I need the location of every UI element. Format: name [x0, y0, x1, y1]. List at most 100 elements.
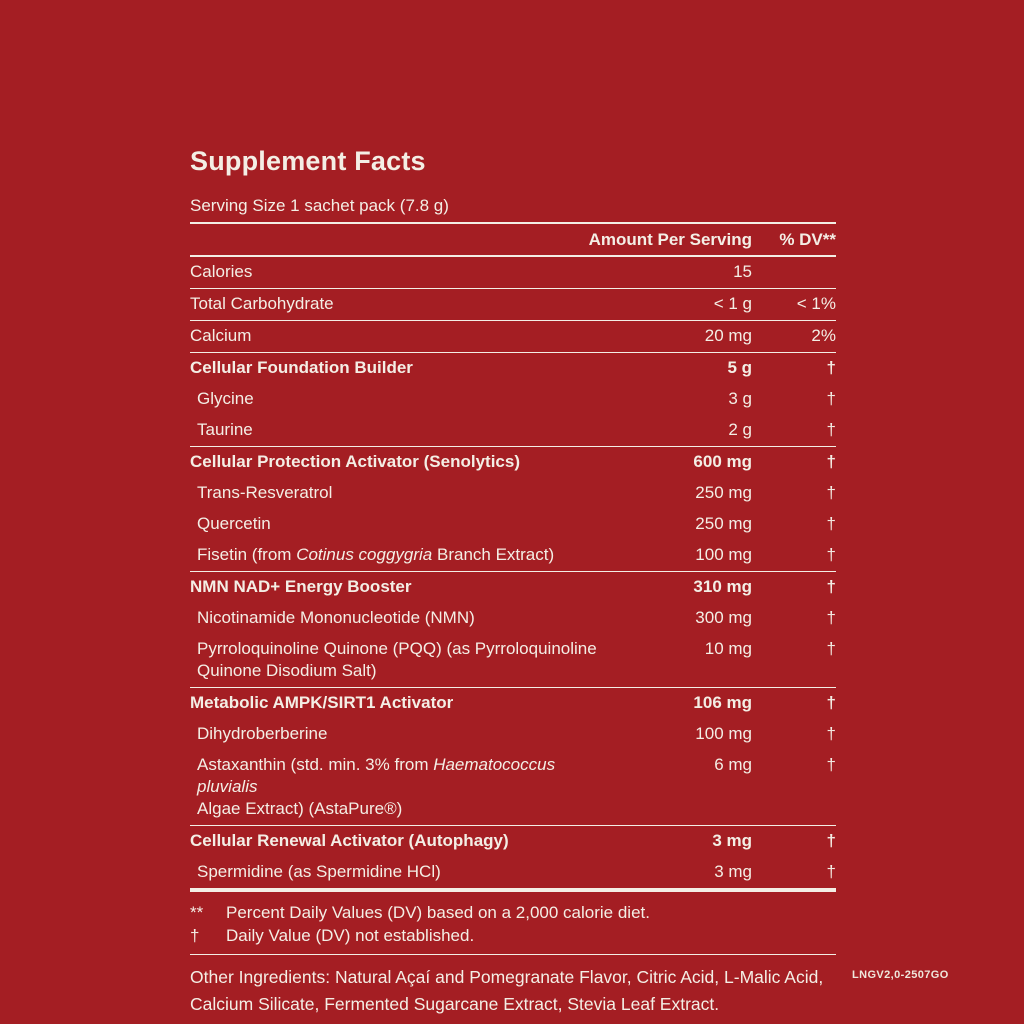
amount-value: 3 mg — [712, 831, 752, 850]
ingredient-name: Dihydroberberine — [190, 723, 612, 745]
table-row: Total Carbohydrate < 1 g < 1% — [190, 289, 836, 321]
ingredient-name: Cellular Protection Activator (Senolytic… — [190, 451, 612, 473]
amount-value: 5 g — [727, 358, 752, 377]
dv-value: † — [826, 577, 836, 596]
amount-value: 10 mg — [704, 639, 752, 658]
supplement-facts-panel: Supplement Facts Serving Size 1 sachet p… — [190, 146, 836, 1018]
amount-value: 100 mg — [695, 724, 752, 743]
dv-value: 2% — [811, 326, 836, 345]
dv-value: < 1% — [796, 294, 836, 313]
dv-value: † — [826, 755, 836, 774]
ingredient-name-segment: Trans-Resveratrol — [197, 483, 333, 502]
ingredient-name: NMN NAD+ Energy Booster — [190, 576, 612, 598]
table-header-row: Amount Per Serving % DV** — [190, 224, 836, 257]
table-row: Fisetin (from Cotinus coggygria Branch E… — [190, 540, 836, 572]
ingredient-name: Taurine — [190, 419, 612, 441]
ingredient-name: Trans-Resveratrol — [190, 482, 612, 504]
amount-value: 6 mg — [714, 755, 752, 774]
ingredient-name-segment: Calories — [190, 262, 253, 281]
footnote-text: Percent Daily Values (DV) based on a 2,0… — [226, 903, 650, 922]
footnote-row: † Daily Value (DV) not established. — [190, 924, 836, 947]
amount-value: 15 — [733, 262, 752, 281]
table-row: Trans-Resveratrol 250 mg † — [190, 478, 836, 509]
ingredient-name-segment: Dihydroberberine — [197, 724, 328, 743]
dv-value: † — [826, 831, 836, 850]
table-row: Metabolic AMPK/SIRT1 Activator 106 mg † — [190, 688, 836, 719]
supplement-table-rows: Calories 15 Total Carbohydrate < 1 g < 1% Cal… — [190, 257, 836, 892]
ingredient-name: Cellular Renewal Activator (Autophagy) — [190, 830, 612, 852]
footnote-symbol: ** — [190, 903, 204, 922]
amount-value: 250 mg — [695, 514, 752, 533]
dv-value: † — [826, 693, 836, 712]
ingredient-name: Quercetin — [190, 513, 612, 535]
table-row: Calories 15 — [190, 257, 836, 289]
ingredient-name: Calories — [190, 261, 612, 283]
ingredient-name: Glycine — [190, 388, 612, 410]
ingredient-name-segment: Quinone Disodium Salt) — [197, 661, 377, 680]
amount-value: 250 mg — [695, 483, 752, 502]
amount-value: 300 mg — [695, 608, 752, 627]
dv-value: † — [826, 389, 836, 408]
table-row: Quercetin 250 mg † — [190, 509, 836, 540]
ingredient-name-segment: Cellular Renewal Activator (Autophagy) — [190, 831, 509, 850]
table-row: Glycine 3 g † — [190, 384, 836, 415]
table-row: Nicotinamide Mononucleotide (NMN) 300 mg † — [190, 603, 836, 634]
dv-value: † — [826, 483, 836, 502]
ingredient-name: Calcium — [190, 325, 612, 347]
dv-value: † — [826, 420, 836, 439]
dv-value: † — [826, 358, 836, 377]
ingredient-name: Cellular Foundation Builder — [190, 357, 612, 379]
amount-value: < 1 g — [713, 294, 752, 313]
footnote-row: ** Percent Daily Values (DV) based on a 2… — [190, 901, 836, 924]
ingredient-name-segment: Calcium — [190, 326, 252, 345]
table-row: Cellular Renewal Activator (Autophagy) 3 … — [190, 826, 836, 857]
dv-value: † — [826, 639, 836, 658]
ingredient-name-segment: Nicotinamide Mononucleotide (NMN) — [197, 608, 475, 627]
amount-value: 106 mg — [693, 693, 752, 712]
ingredient-name: Total Carbohydrate — [190, 293, 612, 315]
table-row: Cellular Protection Activator (Senolytic… — [190, 447, 836, 478]
footnotes-block: ** Percent Daily Values (DV) based on a 2… — [190, 901, 836, 955]
amount-value: 3 g — [728, 389, 752, 408]
ingredient-name-segment: Cellular Foundation Builder — [190, 358, 413, 377]
ingredient-name-segment: Branch Extract) — [432, 545, 555, 564]
ingredient-name-segment: Astaxanthin (std. min. 3% from — [197, 755, 434, 774]
amount-per-serving-header: Amount Per Serving — [588, 230, 752, 249]
serving-size-text: Serving Size 1 sachet pack (7.8 g) — [190, 196, 836, 224]
ingredient-name-segment: Total Carbohydrate — [190, 294, 334, 313]
ingredient-name: Spermidine (as Spermidine HCl) — [190, 861, 612, 883]
ingredient-name-italic-segment: Haematococcus pluvialis — [197, 755, 556, 796]
dv-value: † — [826, 452, 836, 471]
ingredient-name-segment: Cellular Protection Activator (Senolytic… — [190, 452, 520, 471]
ingredient-name: Pyrroloquinoline Quinone (PQQ) (as Pyrro… — [190, 638, 612, 682]
table-row: Astaxanthin (std. min. 3% from Haematoco… — [190, 750, 836, 826]
amount-value: 2 g — [728, 420, 752, 439]
other-ingredients-text: Other Ingredients: Natural Açaí and Pome… — [190, 967, 824, 1014]
amount-value: 310 mg — [693, 577, 752, 596]
ingredient-name-segment: Pyrroloquinoline Quinone (PQQ) (as Pyrro… — [197, 639, 597, 658]
ingredient-name-segment: Glycine — [197, 389, 254, 408]
product-code-text: LNGV2,0-2507GO — [852, 969, 949, 981]
ingredient-name: Metabolic AMPK/SIRT1 Activator — [190, 692, 612, 714]
amount-value: 3 mg — [714, 862, 752, 881]
table-row: Spermidine (as Spermidine HCl) 3 mg † — [190, 857, 836, 892]
footnote-text: Daily Value (DV) not established. — [226, 926, 475, 945]
table-row: Calcium 20 mg 2% — [190, 321, 836, 353]
ingredient-name-segment: Algae Extract) (AstaPure®) — [197, 799, 403, 818]
table-row: Dihydroberberine 100 mg † — [190, 719, 836, 750]
dv-value: † — [826, 608, 836, 627]
table-row: NMN NAD+ Energy Booster 310 mg † — [190, 572, 836, 603]
amount-value: 100 mg — [695, 545, 752, 564]
ingredient-name: Fisetin (from Cotinus coggygria Branch E… — [190, 544, 612, 566]
ingredient-name: Nicotinamide Mononucleotide (NMN) — [190, 607, 612, 629]
ingredient-name-segment: Quercetin — [197, 514, 271, 533]
ingredient-name-segment: Metabolic AMPK/SIRT1 Activator — [190, 693, 454, 712]
ingredient-name-segment: Fisetin (from — [197, 545, 297, 564]
ingredient-name-segment: Taurine — [197, 420, 253, 439]
ingredient-name-segment: Spermidine (as Spermidine HCl) — [197, 862, 441, 881]
ingredient-name: Astaxanthin (std. min. 3% from Haematoco… — [190, 754, 612, 820]
ingredient-name-segment: NMN NAD+ Energy Booster — [190, 577, 412, 596]
table-row: Pyrroloquinoline Quinone (PQQ) (as Pyrro… — [190, 634, 836, 688]
table-row: Taurine 2 g † — [190, 415, 836, 447]
